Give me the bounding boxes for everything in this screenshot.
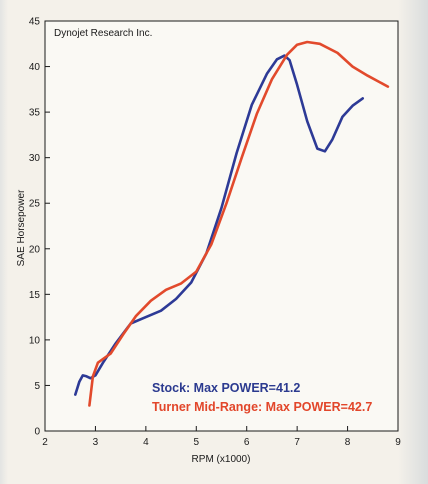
x-tick-label: 5 (194, 437, 200, 448)
y-tick-label: 10 (29, 335, 41, 346)
y-tick-label: 45 (29, 17, 41, 28)
y-tick-label: 25 (29, 199, 41, 210)
x-tick-label: 6 (244, 437, 250, 448)
series-layer (74, 40, 390, 407)
turner-power-line (88, 40, 390, 407)
watermark-label: Dynojet Research Inc. (54, 28, 152, 39)
x-tick-label: 7 (294, 437, 300, 448)
y-tick-label: 20 (29, 244, 41, 255)
y-tick-label: 30 (29, 153, 41, 164)
x-tick-label: 2 (42, 437, 48, 448)
y-tick-label: 15 (29, 290, 41, 301)
y-tick-label: 0 (34, 427, 40, 438)
y-axis-ticks: 0 5 10 15 20 25 30 35 40 45 (29, 17, 50, 438)
legend-stock: Stock: Max POWER=41.2 (152, 381, 300, 395)
y-tick-label: 5 (34, 381, 40, 392)
x-tick-label: 8 (345, 437, 351, 448)
y-axis-label: SAE Horsepower (16, 189, 27, 266)
x-tick-label: 9 (395, 437, 401, 448)
x-tick-label: 3 (93, 437, 99, 448)
x-axis-ticks: 2 3 4 5 6 7 8 9 (42, 426, 401, 448)
y-tick-label: 40 (29, 62, 41, 73)
legend-turner: Turner Mid-Range: Max POWER=42.7 (152, 400, 372, 414)
x-axis-label: RPM (x1000) (192, 454, 251, 465)
x-tick-label: 4 (143, 437, 149, 448)
y-tick-label: 35 (29, 108, 41, 119)
